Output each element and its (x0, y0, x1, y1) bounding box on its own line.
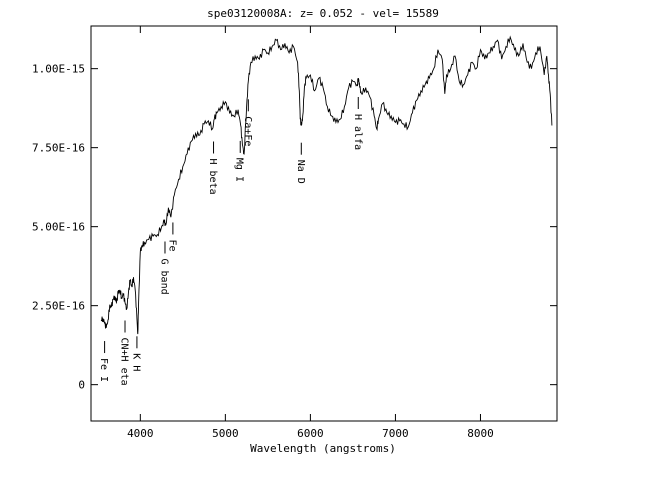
x-axis-label: Wavelength (angstroms) (250, 442, 396, 455)
line-marker-label: H alfa (352, 114, 363, 150)
spectrum-series-line (100, 35, 553, 335)
y-tick-label: 2.50E-16 (32, 300, 85, 313)
x-axis-ticks: 4000 5000 6000 7000 8000 (127, 26, 494, 440)
chart-title: spe03120008A: z= 0.052 - vel= 15589 (207, 7, 439, 20)
line-marker-label: G band (159, 259, 170, 295)
spectral-line-markers: Fe I CN+H eta K H G band Fe H beta Ca+Fe Mg I Na… (98, 96, 363, 386)
line-marker-label: Ca+Fe (242, 116, 253, 146)
y-tick-label: 0 (78, 379, 85, 392)
y-tick-label: 1.00E-15 (32, 63, 85, 76)
y-axis-ticks: 0 2.50E-16 5.00E-16 7.50E-16 1.00E-15 (32, 63, 557, 392)
x-tick-label: 8000 (467, 427, 494, 440)
x-tick-label: 5000 (212, 427, 239, 440)
y-tick-label: 5.00E-16 (32, 221, 85, 234)
line-marker-label: K H (130, 353, 141, 371)
y-tick-label: 7.50E-16 (32, 142, 85, 155)
line-marker-label: CN+H eta (119, 338, 130, 386)
line-marker-label: Fe I (98, 358, 109, 382)
line-marker-label: Mg I (234, 158, 245, 182)
x-tick-label: 4000 (127, 427, 154, 440)
x-tick-label: 7000 (382, 427, 409, 440)
line-marker-label: Fe (166, 240, 177, 252)
plot-frame (90, 25, 558, 422)
line-marker-label: Na D (295, 160, 306, 184)
x-tick-label: 6000 (297, 427, 324, 440)
line-marker-label: H beta (207, 159, 218, 195)
